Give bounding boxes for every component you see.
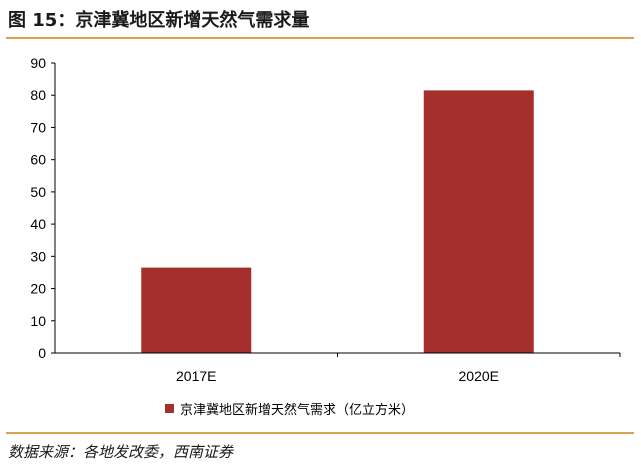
y-tick-label: 90 bbox=[30, 55, 46, 71]
legend-swatch bbox=[165, 404, 174, 413]
y-axis-ticks: 0 10 20 30 40 50 60 70 80 90 bbox=[30, 55, 55, 361]
x-tick-label: 2017E bbox=[176, 368, 216, 384]
y-tick-label: 80 bbox=[30, 87, 46, 103]
title-divider bbox=[6, 37, 634, 39]
x-tick-label: 2020E bbox=[459, 368, 499, 384]
chart-legend: 京津冀地区新增天然气需求（亿立方米） bbox=[165, 402, 414, 417]
bar-2020E bbox=[423, 90, 534, 353]
x-axis-labels: 2017E 2020E bbox=[176, 353, 621, 384]
y-tick-label: 70 bbox=[30, 119, 46, 135]
source-note: 数据来源：各地发改委，西南证券 bbox=[8, 443, 234, 461]
figure-title: 图 15：京津冀地区新增天然气需求量 bbox=[8, 10, 310, 31]
y-tick-label: 40 bbox=[30, 216, 46, 232]
y-tick-label: 50 bbox=[30, 184, 46, 200]
bar-series bbox=[141, 90, 534, 353]
y-tick-label: 10 bbox=[30, 313, 46, 329]
bar-chart: 0 10 20 30 40 50 60 70 80 90 2017E 2020E 京津冀地区新增天然… bbox=[30, 55, 621, 417]
y-tick-label: 0 bbox=[38, 345, 46, 361]
bar-2017E bbox=[141, 267, 252, 353]
y-tick-label: 60 bbox=[30, 152, 46, 168]
legend-label: 京津冀地区新增天然气需求（亿立方米） bbox=[180, 402, 414, 417]
source-divider bbox=[6, 432, 634, 434]
y-tick-label: 20 bbox=[30, 281, 46, 297]
y-tick-label: 30 bbox=[30, 248, 46, 264]
